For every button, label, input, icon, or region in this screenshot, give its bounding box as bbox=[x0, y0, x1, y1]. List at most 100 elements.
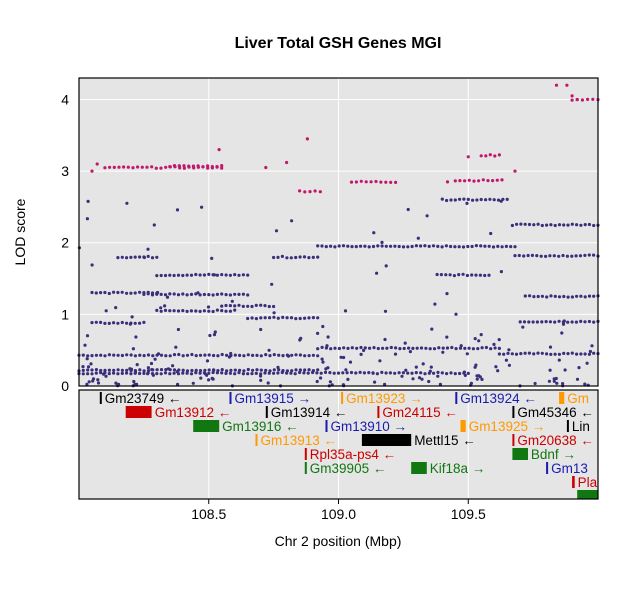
gene-label: Gm13924 ← bbox=[460, 391, 537, 406]
snp-point bbox=[241, 304, 245, 308]
snp-point bbox=[138, 255, 142, 259]
gene-bar bbox=[193, 420, 220, 432]
snp-point bbox=[463, 346, 467, 350]
snp-point bbox=[324, 245, 328, 249]
snp-point bbox=[159, 292, 163, 296]
snp-point bbox=[449, 371, 453, 375]
snp-point bbox=[436, 370, 440, 374]
snp-point bbox=[557, 319, 561, 323]
snp-point bbox=[316, 354, 320, 358]
snp-point bbox=[484, 154, 488, 158]
snp-point bbox=[181, 273, 185, 278]
snp-point bbox=[383, 309, 388, 313]
snp-point bbox=[268, 316, 272, 320]
snp-point bbox=[202, 309, 206, 313]
snp-point bbox=[389, 345, 393, 350]
x-tick-label: 108.5 bbox=[191, 506, 226, 522]
snp-point bbox=[207, 309, 211, 313]
snp-point bbox=[241, 372, 245, 376]
snp-point bbox=[142, 291, 146, 295]
snp-point bbox=[497, 338, 501, 342]
snp-point bbox=[519, 222, 523, 226]
gene-bar bbox=[229, 392, 232, 404]
snp-point bbox=[168, 354, 172, 358]
snp-point bbox=[507, 363, 511, 367]
snp-point bbox=[125, 353, 129, 357]
snp-point bbox=[156, 352, 161, 356]
snp-point bbox=[108, 165, 112, 169]
x-tick-label: 109.5 bbox=[451, 506, 486, 522]
snp-point bbox=[406, 245, 410, 249]
snp-point bbox=[575, 223, 579, 227]
snp-point bbox=[116, 290, 120, 295]
snp-point bbox=[462, 370, 466, 374]
snp-point bbox=[345, 371, 349, 375]
snp-point bbox=[528, 294, 532, 298]
snp-point bbox=[548, 254, 552, 258]
snp-point bbox=[458, 179, 462, 183]
snp-point bbox=[465, 201, 469, 205]
snp-point bbox=[332, 371, 336, 375]
snp-point bbox=[367, 245, 371, 249]
snp-point bbox=[427, 244, 431, 248]
snp-point bbox=[445, 180, 450, 184]
snp-point bbox=[344, 368, 348, 372]
snp-point bbox=[497, 346, 501, 350]
snp-point bbox=[536, 351, 540, 355]
gene-bar bbox=[125, 406, 152, 418]
snp-point bbox=[150, 291, 155, 295]
snp-point bbox=[467, 346, 471, 350]
snp-point bbox=[462, 197, 466, 201]
snp-point bbox=[453, 198, 457, 202]
snp-point bbox=[107, 353, 111, 357]
snp-point bbox=[424, 346, 428, 350]
snp-point bbox=[583, 223, 587, 227]
snp-point bbox=[483, 244, 487, 248]
y-tick-label: 3 bbox=[61, 163, 69, 179]
snp-point bbox=[579, 319, 583, 323]
snp-point bbox=[207, 272, 211, 276]
snp-point bbox=[233, 372, 237, 376]
snp-point bbox=[441, 346, 445, 350]
snp-point bbox=[259, 354, 263, 358]
snp-point bbox=[307, 316, 311, 320]
snp-point bbox=[272, 371, 276, 375]
snp-point bbox=[210, 165, 214, 169]
snp-point bbox=[389, 180, 393, 184]
snp-point bbox=[254, 317, 258, 321]
snp-point bbox=[95, 162, 99, 166]
snp-point bbox=[251, 368, 255, 372]
snp-point bbox=[523, 294, 527, 298]
gene-bar bbox=[361, 434, 412, 446]
snp-point bbox=[298, 353, 302, 357]
snp-point bbox=[298, 189, 302, 193]
snp-point bbox=[107, 321, 111, 325]
gene-label: Gm45346 ← bbox=[517, 405, 594, 420]
snp-point bbox=[107, 291, 111, 296]
snp-point bbox=[342, 346, 346, 350]
snp-point bbox=[114, 381, 118, 385]
snp-point bbox=[587, 352, 592, 356]
snp-point bbox=[185, 273, 189, 277]
snp-point bbox=[185, 293, 189, 297]
snp-point bbox=[168, 292, 172, 296]
snp-point bbox=[519, 352, 523, 356]
snp-point bbox=[453, 372, 457, 376]
snp-point bbox=[416, 236, 420, 240]
snp-point bbox=[476, 347, 480, 351]
snp-point bbox=[557, 295, 562, 299]
snp-point bbox=[329, 244, 333, 248]
snp-point bbox=[328, 380, 332, 384]
snp-point bbox=[255, 353, 259, 357]
snp-point bbox=[393, 371, 397, 375]
snp-point bbox=[339, 355, 343, 359]
snp-point bbox=[276, 371, 280, 375]
snp-point bbox=[155, 372, 159, 376]
snp-point bbox=[298, 370, 302, 375]
snp-point bbox=[220, 371, 224, 375]
gene-bar bbox=[559, 392, 565, 404]
gene-bar bbox=[460, 420, 466, 432]
snp-point bbox=[212, 353, 216, 358]
gene-bar bbox=[304, 448, 307, 460]
snp-point bbox=[237, 303, 241, 307]
